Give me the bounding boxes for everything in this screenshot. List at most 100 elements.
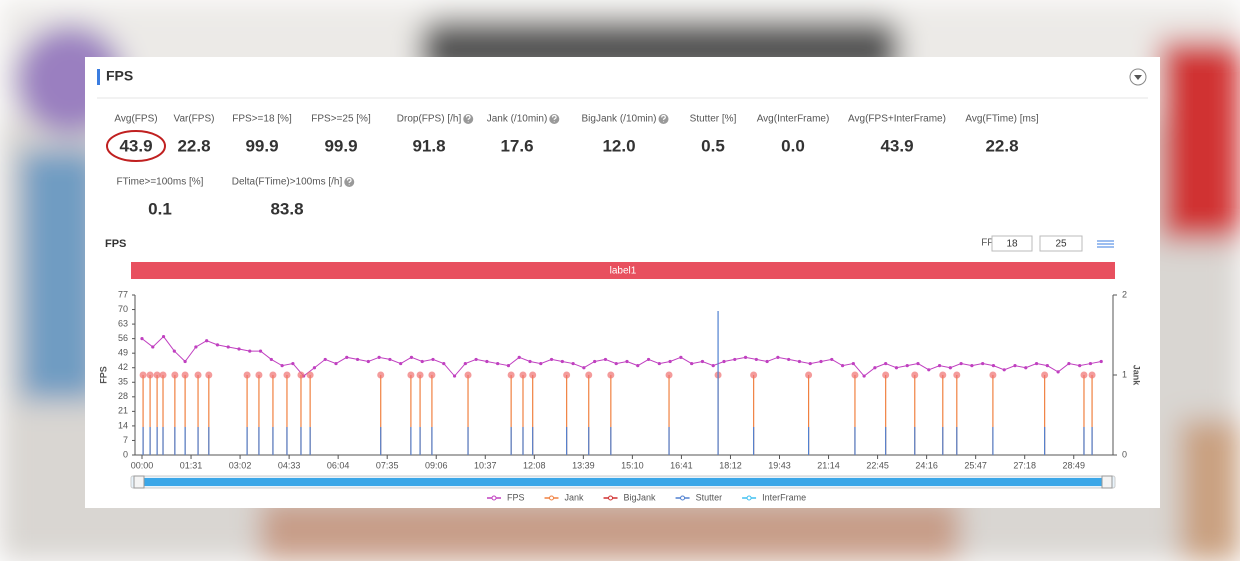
y-tick-label: 63 [118, 318, 128, 328]
x-tick-label: 16:41 [670, 460, 693, 470]
y-tick-label: 42 [118, 362, 128, 372]
event-marker [1088, 371, 1096, 379]
fps-point [679, 355, 683, 359]
event-marker [194, 371, 202, 379]
metric-label: Drop(FPS) [/h] [397, 114, 462, 125]
y2-axis-label: Jank [1132, 365, 1142, 387]
fps-point [388, 357, 392, 362]
legend-label[interactable]: BigJank [624, 492, 657, 502]
metric-value: 0.1 [148, 199, 172, 218]
fps-point [765, 359, 769, 364]
fps-point [291, 361, 295, 366]
panel-title: FPS [106, 68, 133, 84]
legend-swatch-dot [608, 495, 614, 501]
fps-point [711, 364, 715, 368]
fps-point [560, 359, 564, 364]
event-marker [851, 371, 859, 379]
y2-tick-label: 0 [1122, 449, 1127, 459]
fps-point [172, 349, 176, 353]
event-marker [153, 371, 161, 379]
legend-swatch-dot [549, 495, 555, 501]
fps-point [226, 345, 230, 349]
threshold-input[interactable] [1039, 235, 1083, 252]
x-tick-label: 22:45 [866, 460, 889, 470]
zoom-handle[interactable] [133, 475, 145, 489]
fps-point [452, 374, 457, 378]
metric-label: Avg(FPS+InterFrame) [848, 114, 946, 125]
fps-point [280, 364, 284, 368]
fps-point [237, 347, 241, 351]
legend-label[interactable]: Jank [565, 492, 585, 502]
fps-point [905, 364, 909, 368]
fps-point [916, 361, 920, 366]
fps-point [603, 357, 608, 362]
x-tick-label: 06:04 [327, 460, 350, 470]
fps-point [151, 345, 155, 349]
settings-icon[interactable] [1097, 240, 1114, 248]
event-marker [181, 371, 189, 379]
fps-point [970, 364, 974, 368]
highlight-circle [106, 130, 166, 162]
threshold-input[interactable] [991, 235, 1033, 252]
legend-label[interactable]: FPS [507, 492, 525, 502]
fps-point [399, 361, 403, 366]
chart-title: FPS [105, 238, 126, 250]
event-marker [464, 371, 472, 379]
x-tick-label: 18:12 [719, 460, 742, 470]
fps-point [625, 359, 629, 364]
metrics: Avg(FPS) 43.9 Var(FPS) 22.8 FPS>=18 [%] 99.9 F… [114, 114, 1038, 219]
legend-label[interactable]: Stutter [696, 492, 723, 502]
zoom-handle[interactable] [1101, 475, 1113, 489]
fps-point [474, 357, 478, 362]
fps-point [690, 361, 694, 366]
event-marker [939, 371, 947, 379]
metric-value: 0.5 [701, 136, 725, 155]
y2-tick-label: 2 [1122, 289, 1127, 299]
y-tick-label: 7 [123, 435, 128, 445]
fps-point [840, 364, 845, 368]
fps-point [819, 359, 823, 364]
event-marker [243, 371, 251, 379]
x-tick-label: 27:18 [1013, 460, 1036, 470]
zoom-range[interactable] [140, 478, 1104, 486]
legend-swatch-dot [491, 495, 497, 501]
panel [85, 57, 1160, 508]
event-marker [519, 371, 527, 379]
fps-point [1056, 370, 1060, 374]
fps-point [312, 366, 317, 370]
event-marker [585, 371, 593, 379]
fps-point [215, 343, 220, 347]
metric-value: 0.0 [781, 136, 805, 155]
y-tick-label: 35 [118, 377, 128, 387]
fps-point [183, 359, 187, 364]
fps-point [700, 359, 705, 364]
threshold-value: 18 [1006, 239, 1018, 250]
threshold-value: 25 [1055, 239, 1067, 250]
fps-point [830, 357, 834, 362]
x-tick-label: 01:31 [180, 460, 203, 470]
metric-value: 99.9 [245, 136, 278, 155]
event-marker [428, 371, 436, 379]
event-marker [377, 371, 385, 379]
y-tick-label: 28 [118, 391, 128, 401]
legend-label[interactable]: InterFrame [762, 492, 806, 502]
x-tick-label: 13:39 [572, 460, 595, 470]
fps-point [506, 364, 511, 368]
event-marker [750, 371, 758, 379]
event-marker [1080, 371, 1088, 379]
fps-point [894, 366, 899, 370]
fps-point [345, 355, 349, 359]
metric-label: FTime>=100ms [%] [117, 177, 204, 188]
legend-swatch-dot [680, 495, 686, 501]
fps-point [1099, 359, 1103, 364]
event-marker [1041, 371, 1049, 379]
legend-swatch-dot [746, 495, 752, 501]
fps-point [517, 355, 521, 359]
event-marker [297, 371, 305, 379]
fps-point [377, 355, 381, 359]
fps-point [1088, 361, 1093, 366]
metric-label: FPS>=25 [%] [311, 114, 371, 125]
event-marker [146, 371, 154, 379]
